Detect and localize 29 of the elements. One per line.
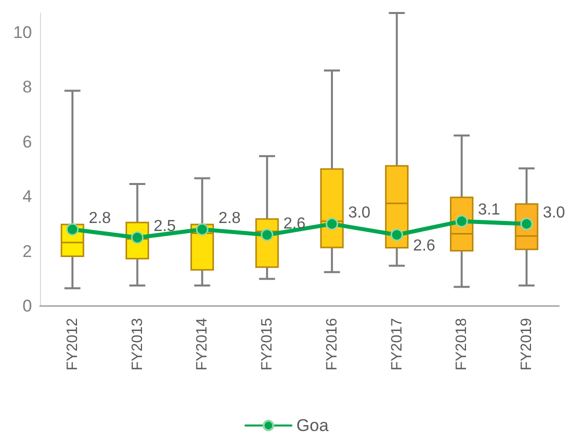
data-label: 3.1 [478,202,500,219]
y-tick-label: 0 [22,296,32,316]
y-tick-label: 4 [22,187,32,206]
y-tick-label: 6 [22,132,32,152]
y-tick-label: 2 [22,242,32,261]
point [196,223,208,236]
y-tick-label: 10 [13,22,32,42]
point [326,218,338,230]
point [66,223,79,236]
data-label: 2.6 [413,237,436,254]
x-tick-label: FY2014 [194,318,211,371]
data-label: 3.0 [542,204,566,222]
legend-label: Goa [296,416,330,435]
data-label: 2.8 [218,210,241,227]
point [455,214,468,228]
point [390,228,404,242]
x-tick-label: FY2013 [128,318,146,371]
x-tick-label: FY2018 [453,318,470,371]
y-tick-label: 8 [22,78,32,97]
data-label: 2.8 [88,210,112,227]
data-label: 2.6 [283,215,306,232]
x-tick-label: FY2016 [323,318,340,371]
x-tick-label: FY2019 [518,318,536,371]
x-tick-label: FY2017 [388,318,406,371]
x-tick-label: FY2012 [64,318,81,371]
point [260,228,274,242]
data-label: 3.0 [348,204,371,222]
data-label: 2.5 [154,218,176,236]
x-tick-label: FY2015 [258,318,276,371]
